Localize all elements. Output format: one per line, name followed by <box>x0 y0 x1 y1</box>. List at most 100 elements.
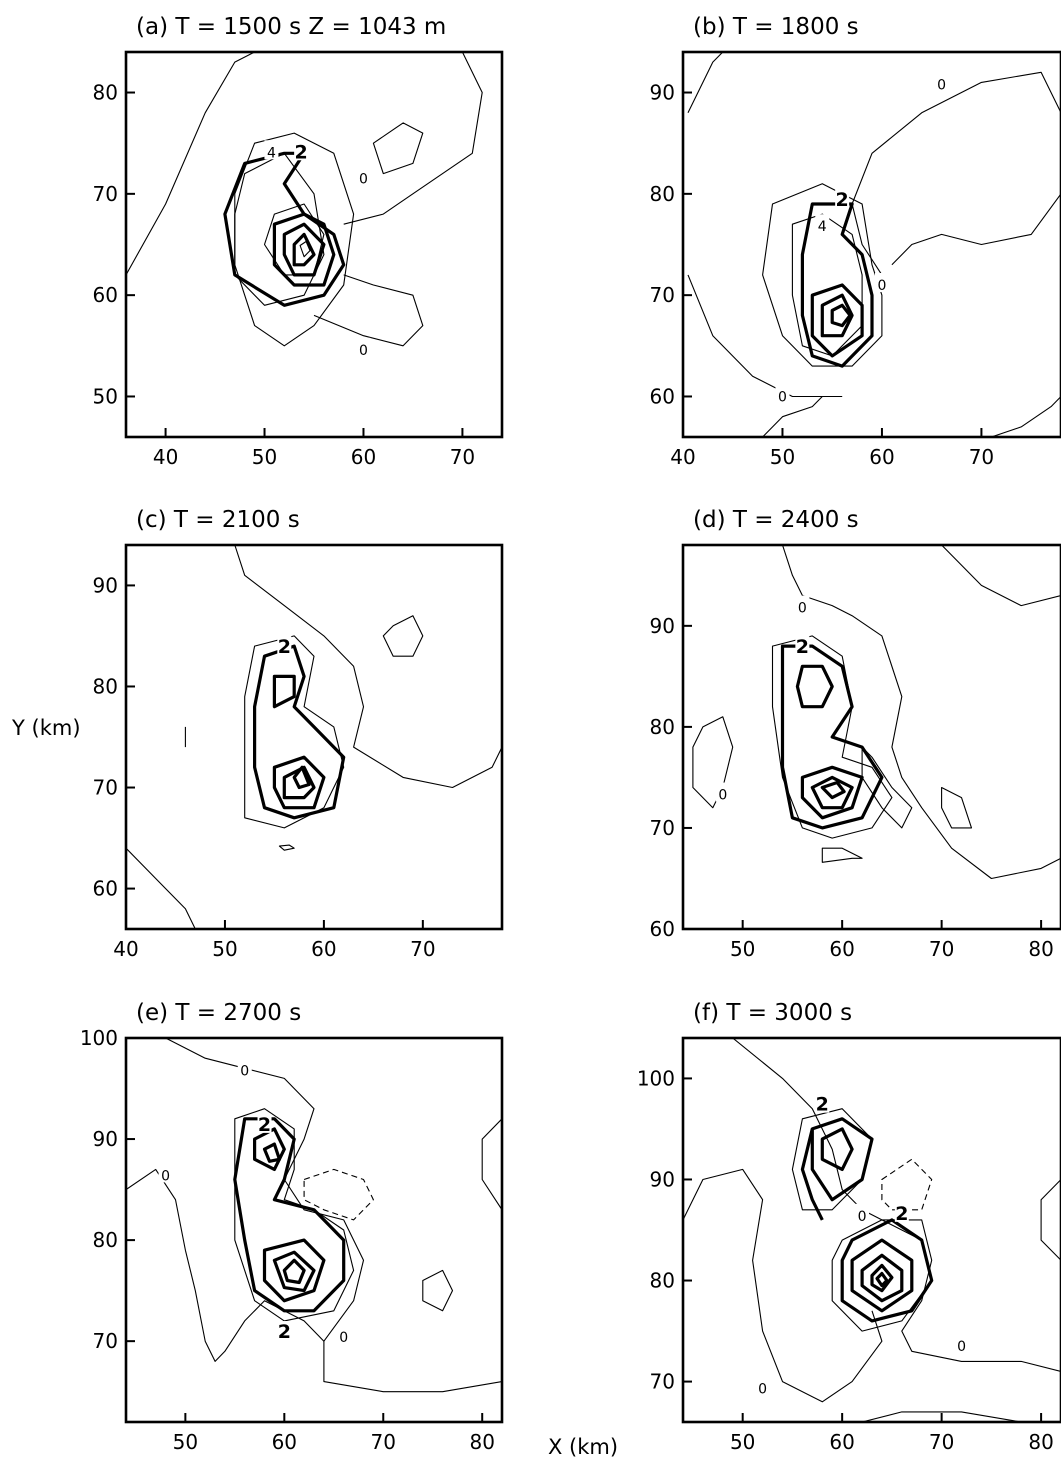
contour-label-mask <box>795 636 810 656</box>
y-tick-label: 100 <box>637 1066 675 1090</box>
x-tick-label: 80 <box>1028 1430 1053 1454</box>
y-tick-label: 80 <box>650 715 675 739</box>
x-tick-label: 80 <box>1028 937 1053 961</box>
x-tick-label: 70 <box>371 1430 396 1454</box>
x-axis-label: X (km) <box>548 1435 618 1459</box>
contour-line-thick <box>292 765 311 790</box>
panel-title: (c) T = 2100 s <box>136 507 300 533</box>
contour-line-thin <box>126 1168 325 1362</box>
contour-line-thin <box>683 1168 883 1403</box>
contour-line-thin <box>1040 1179 1061 1261</box>
contour-lines <box>692 545 1061 880</box>
y-tick-label: 50 <box>93 384 118 408</box>
contour-line-thick <box>272 674 296 709</box>
contour-lines <box>126 52 483 347</box>
contour-label: 0 <box>877 278 886 294</box>
contour-label-mask <box>815 214 830 234</box>
contour-label: 4 <box>267 145 276 161</box>
contour-line-thick <box>860 1253 904 1303</box>
contour-line-thin <box>481 1118 502 1211</box>
contour-line-thick <box>292 232 316 267</box>
contour-lines <box>126 545 502 929</box>
y-tick-label: 60 <box>93 877 118 901</box>
contour-line-thin <box>762 396 823 437</box>
contour-line-thin <box>687 52 724 114</box>
contour-line-thin <box>687 274 843 398</box>
x-tick-label: 60 <box>829 937 854 961</box>
panel-title: (d) T = 2400 s <box>693 507 859 533</box>
contour-line-thin <box>343 52 483 225</box>
contour-line-thin <box>851 71 1061 276</box>
contour-label-mask <box>835 188 850 208</box>
contour-label: 0 <box>339 1330 348 1346</box>
contour-label: 2 <box>796 636 809 658</box>
contour-line-thin <box>234 545 502 789</box>
contour-label-mask <box>356 337 371 357</box>
panel-c: (c) T = 2100 s 2 40 50 60 70 60 70 80 90 <box>93 507 504 961</box>
contour-line-thick <box>800 202 874 368</box>
contour-lines <box>126 1038 502 1393</box>
contour-line-thick <box>830 303 852 328</box>
x-tick-label: 40 <box>153 445 178 469</box>
contour-line-thick <box>810 283 864 358</box>
contour-line-dashed <box>303 1168 374 1221</box>
x-tick-label: 70 <box>929 937 954 961</box>
y-tick-label: 80 <box>650 182 675 206</box>
contour-label-mask <box>715 782 730 802</box>
contour-line-thin <box>821 847 863 863</box>
x-tick-label: 40 <box>113 937 138 961</box>
contour-line-thick <box>810 775 854 810</box>
x-tick-label: 60 <box>272 1430 297 1454</box>
contour-line-thick <box>810 1117 874 1202</box>
plot-frame <box>681 543 1061 931</box>
contour-label-mask <box>257 1113 272 1133</box>
panel-d: (d) T = 2400 s 2 0 0 50 60 70 80 60 70 80 90 <box>650 507 1061 961</box>
y-axis-label: Y (km) <box>11 716 81 740</box>
contour-label: 0 <box>957 1339 966 1355</box>
contour-label: 0 <box>858 1209 867 1225</box>
contour-line-thin <box>382 615 424 657</box>
y-tick-label: 90 <box>93 573 118 597</box>
x-tick-label: 70 <box>929 1430 954 1454</box>
x-tick-label: 60 <box>351 445 376 469</box>
contour-line-thick <box>282 1258 306 1285</box>
contour-line-thick <box>282 222 326 277</box>
contour-line-thin <box>861 1411 1022 1422</box>
contour-label-mask <box>815 1093 830 1113</box>
panel-title: (e) T = 2700 s <box>136 1000 301 1026</box>
x-tick-label: 60 <box>311 937 336 961</box>
contour-line-thin <box>126 847 196 929</box>
y-tick-label: 80 <box>93 674 118 698</box>
y-tick-label: 90 <box>650 1167 675 1191</box>
contour-label-mask <box>237 1058 252 1078</box>
contour-line-thick <box>262 1238 326 1303</box>
contour-label-mask <box>755 1376 770 1396</box>
x-tick-label: 50 <box>730 1430 755 1454</box>
contour-label: 0 <box>798 601 807 617</box>
contour-line-thick <box>253 644 346 820</box>
contour-lines <box>687 52 1061 437</box>
x-tick-label: 50 <box>770 445 795 469</box>
y-tick-label: 60 <box>650 917 675 941</box>
contour-label: 0 <box>359 172 368 188</box>
y-tick-label: 80 <box>650 1269 675 1293</box>
contour-label: 2 <box>836 189 849 211</box>
x-tick-label: 70 <box>969 445 994 469</box>
contour-label: 2 <box>816 1094 829 1116</box>
y-tick-label: 80 <box>93 1228 118 1252</box>
contour-line-thick <box>875 1271 889 1288</box>
y-tick-label: 70 <box>93 776 118 800</box>
contour-line-thin <box>831 1219 933 1332</box>
y-tick-label: 90 <box>650 614 675 638</box>
panel-e: (e) T = 2700 s 2 2 0 0 0 50 60 70 80 70 80 90 100 <box>80 1000 504 1454</box>
contour-label-mask <box>954 1334 969 1354</box>
contour-label: 0 <box>718 788 727 804</box>
contour-label-mask <box>294 141 309 161</box>
x-tick-label: 50 <box>252 445 277 469</box>
contour-line-thin <box>422 1269 454 1312</box>
plot-frame <box>124 50 504 439</box>
